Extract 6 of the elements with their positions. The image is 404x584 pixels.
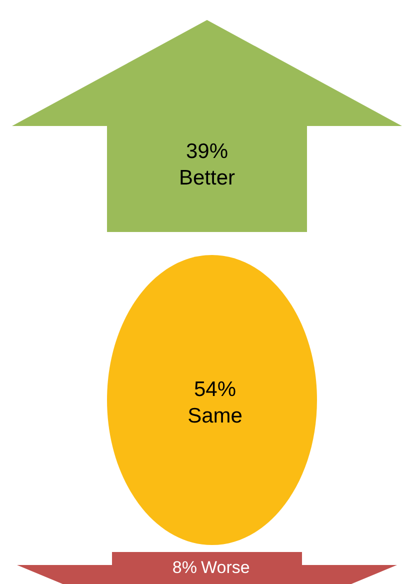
category-label: Same	[188, 404, 242, 428]
category-label: Worse	[201, 558, 250, 577]
data-label: 8%	[172, 558, 197, 577]
category-label: Better	[178, 166, 236, 190]
data-label: 39%	[186, 140, 228, 163]
data-label: 54%	[194, 378, 236, 401]
